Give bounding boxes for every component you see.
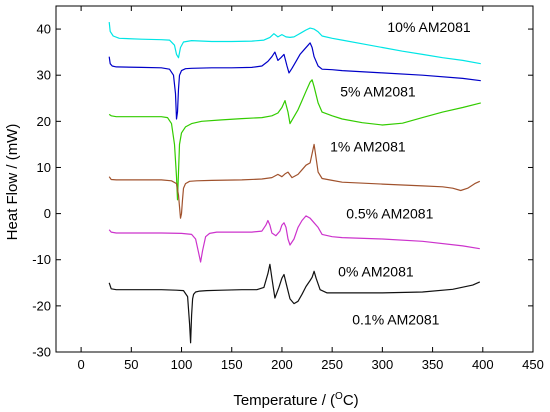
y-tick-label: 10 (37, 160, 51, 175)
series-line-4 (108, 215, 480, 263)
curve-label: 0.5% AM2081 (346, 206, 433, 222)
y-tick-label: -20 (32, 298, 51, 313)
plot-frame (55, 5, 534, 353)
x-tick-label: 0 (77, 357, 84, 372)
y-tick-label: 0 (44, 206, 51, 221)
x-axis-ticks: 0 50 100 150 200 250 300 350 400 450 (77, 6, 544, 372)
x-tick-label: 250 (321, 357, 343, 372)
curve-labels: 10% AM2081 5% AM2081 1% AM2081 0.5% AM2081 0… (330, 19, 471, 328)
curve-label: 0% AM2081 (338, 263, 414, 279)
x-tick-label: 350 (422, 357, 444, 372)
curve-label: 5% AM2081 (340, 83, 416, 99)
y-tick-label: 40 (37, 22, 51, 37)
curve-label: 1% AM2081 (330, 139, 406, 155)
y-tick-label: -10 (32, 252, 51, 267)
x-tick-label: 200 (271, 357, 293, 372)
x-tick-label: 50 (124, 357, 138, 372)
series-group (108, 22, 481, 344)
curve-label: 10% AM2081 (387, 19, 470, 35)
y-tick-label: -30 (32, 345, 51, 360)
x-tick-label: 450 (522, 357, 544, 372)
y-tick-label: 20 (37, 114, 51, 129)
x-axis-title-after: C) (343, 392, 359, 409)
x-axis-title: Temperature / (OC) (233, 391, 358, 409)
y-axis-ticks: -30 -20 -10 0 10 20 30 40 (32, 22, 533, 360)
x-tick-label: 400 (472, 357, 494, 372)
y-tick-label: 30 (37, 68, 51, 83)
series-line-2 (108, 79, 481, 201)
series-line-1 (108, 42, 481, 120)
y-axis-title: Heat Flow / (mW) (4, 124, 21, 241)
x-tick-label: 150 (221, 357, 243, 372)
x-tick-label: 300 (372, 357, 394, 372)
series-line-3 (108, 143, 481, 219)
x-tick-label: 100 (171, 357, 193, 372)
x-axis-title-superscript: O (335, 391, 343, 402)
x-axis-title-before: Temperature / ( (233, 392, 335, 409)
curve-label: 0.1% AM2081 (352, 312, 439, 328)
series-line-5 (108, 263, 481, 344)
series-line-0 (108, 22, 481, 65)
